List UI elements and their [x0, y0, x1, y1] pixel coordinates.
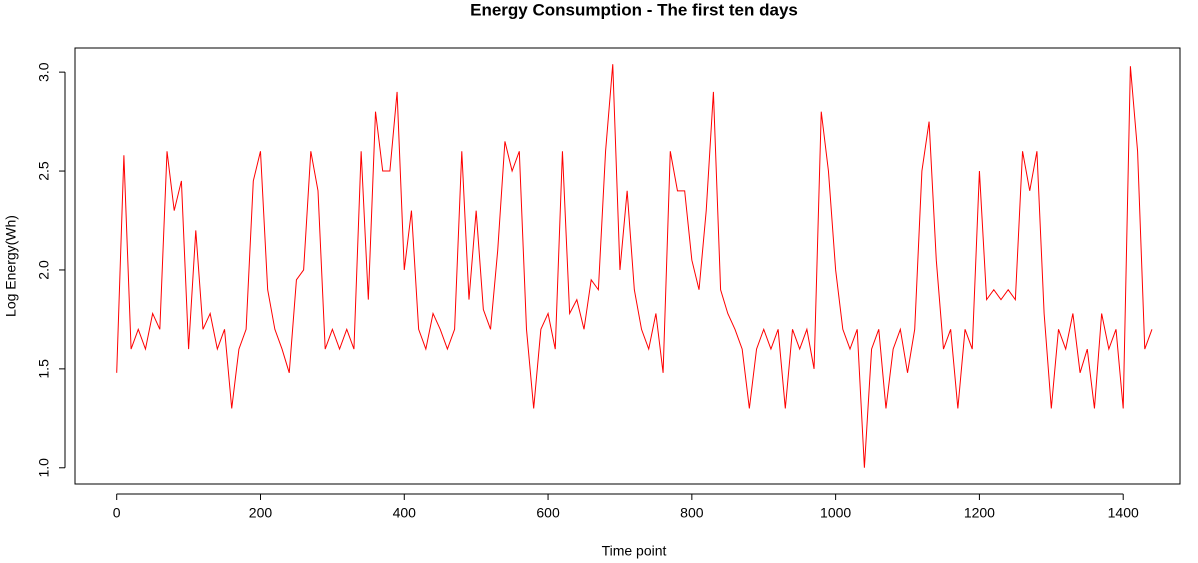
- x-axis-label: Time point: [602, 543, 667, 559]
- chart-title: Energy Consumption - The first ten days: [470, 0, 798, 19]
- y-tick-label: 1.5: [36, 359, 52, 379]
- y-tick-label: 2.5: [36, 161, 52, 181]
- plot-box: [74, 47, 1181, 485]
- x-tick-label: 400: [393, 505, 417, 521]
- data-line: [116, 64, 1153, 468]
- y-tick-label: 3.0: [36, 62, 52, 82]
- x-tick-label: 200: [249, 505, 273, 521]
- x-tick-label: 600: [536, 505, 560, 521]
- x-tick-label: 1400: [1108, 505, 1139, 521]
- x-tick-label: 1000: [820, 505, 851, 521]
- y-tick-label: 1.0: [36, 458, 52, 478]
- x-tick-label: 1200: [964, 505, 995, 521]
- x-tick-label: 0: [113, 505, 121, 521]
- y-axis-label: Log Energy(Wh): [3, 215, 19, 317]
- y-tick-label: 2.0: [36, 260, 52, 280]
- x-tick-label: 800: [680, 505, 704, 521]
